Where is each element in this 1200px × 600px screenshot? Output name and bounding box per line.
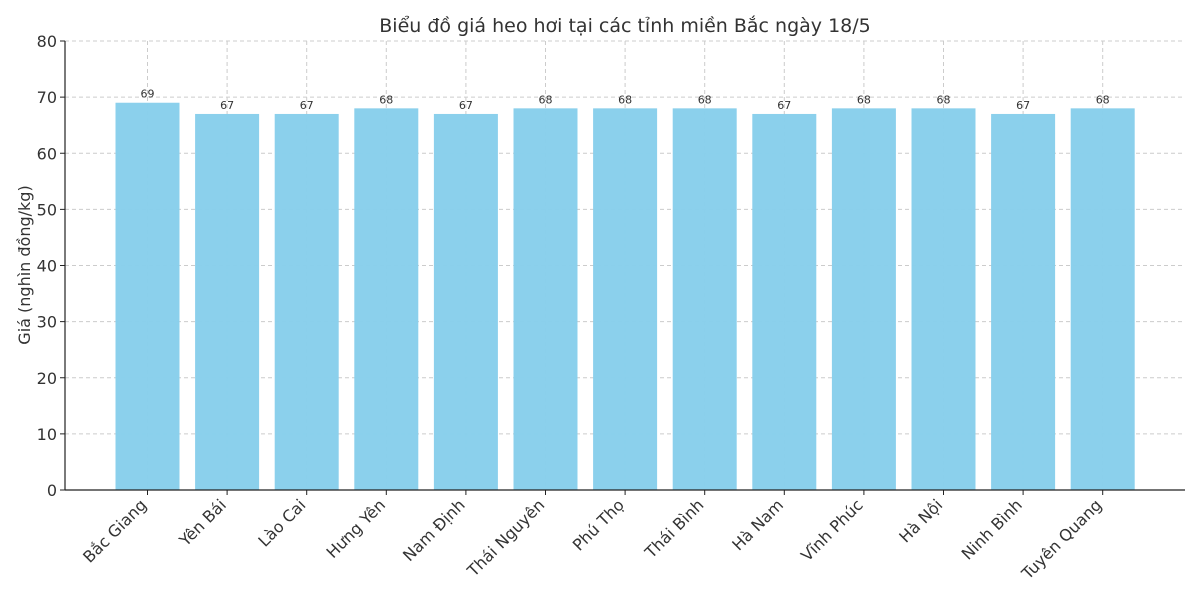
bar [752,113,817,491]
y-tick-label: 60 [37,144,57,163]
y-tick-label: 70 [37,88,57,107]
bar-value-label: 68 [698,93,712,106]
x-tick-label: Phú Thọ [569,495,628,554]
x-tick-label: Hưng Yên [323,495,390,562]
bar-value-label: 68 [1096,93,1110,106]
bar-value-label: 68 [857,93,871,106]
y-tick-label: 50 [37,200,57,219]
bar [433,113,498,491]
chart-title: Biểu đồ giá heo hơi tại các tỉnh miền Bắ… [379,14,870,37]
bar-value-label: 68 [618,93,632,106]
bar-value-label: 67 [459,99,473,112]
bar-value-label: 68 [379,93,393,106]
x-tick-label: Nam Định [399,495,469,565]
bar-value-label: 68 [937,93,951,106]
bar [991,113,1056,491]
bar [115,102,180,491]
y-tick-label: 10 [37,425,57,444]
y-tick-label: 80 [37,32,57,51]
x-tick-label: Vĩnh Phúc [797,495,867,565]
bar [274,113,339,491]
x-tick-label: Lào Cai [254,495,309,550]
bar [195,113,260,491]
bar-value-label: 67 [300,99,314,112]
axes-layer [60,40,1185,495]
bar [911,108,976,490]
y-tick-label: 20 [37,369,57,388]
x-tick-label: Bắc Giang [79,495,150,566]
x-tick-label: Hà Nam [728,495,787,554]
x-tick-label: Thái Nguyên [463,495,549,581]
bar [593,108,658,490]
x-tick-label: Yên Bái [175,495,230,550]
bar-value-label: 68 [539,93,553,106]
x-tick-label: Thái Bình [640,495,707,562]
bar-value-label: 67 [777,99,791,112]
bar [354,108,419,490]
y-tick-label: 30 [37,313,57,332]
bar [1070,108,1135,490]
bar-value-label: 67 [1016,99,1030,112]
bars-layer [115,102,1135,491]
bar [672,108,737,490]
y-axis-label: Giá (nghìn đồng/kg) [15,185,34,344]
bar-value-label: 69 [141,88,155,101]
y-tick-label: 40 [37,257,57,276]
x-tick-label: Tuyên Quang [1017,495,1105,583]
bar [831,108,896,490]
bar [513,108,578,490]
bar-value-label: 67 [220,99,234,112]
x-tick-label: Hà Nội [895,495,946,546]
y-tick-label: 0 [47,481,57,500]
x-tick-label: Ninh Bình [958,495,1026,563]
